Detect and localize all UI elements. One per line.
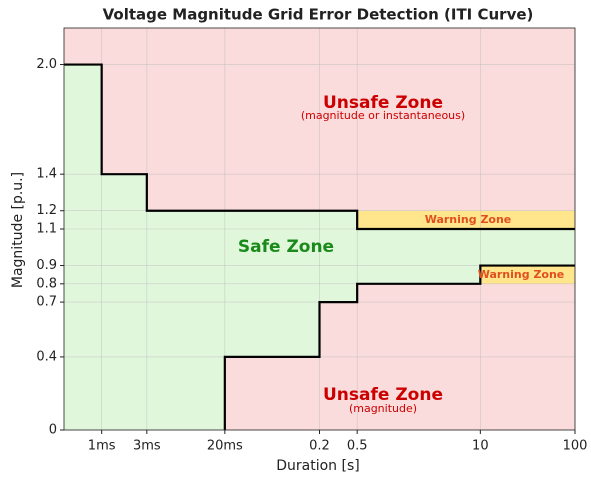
zone-label: Warning Zone	[425, 213, 512, 226]
x-tick-label: 100	[563, 439, 588, 454]
y-tick-label: 0.9	[36, 258, 57, 273]
y-tick-label: 1.4	[36, 167, 57, 182]
y-tick-label: 0.8	[36, 276, 57, 291]
y-axis-label: Magnitude [p.u.]	[10, 172, 26, 288]
y-tick-label: 1.1	[36, 222, 57, 237]
x-tick-label: 0.5	[347, 439, 368, 454]
step-line	[64, 63, 575, 231]
x-axis-label: Duration [s]	[276, 458, 359, 474]
x-tick-label: 3ms	[133, 439, 161, 454]
chart-title: Voltage Magnitude Grid Error Detection (…	[103, 6, 534, 24]
x-tick-label: 20ms	[207, 439, 243, 454]
y-tick-label: 1.2	[36, 203, 57, 218]
y-tick-label: 0.4	[36, 349, 57, 364]
warning-zone	[357, 210, 575, 229]
annotation: (magnitude)	[349, 402, 417, 415]
annotation: (magnitude or instantaneous)	[301, 109, 465, 122]
x-tick-label: 1ms	[88, 439, 116, 454]
y-tick-label: 2.0	[36, 57, 57, 72]
y-tick-label: 0.7	[36, 295, 57, 310]
annotation: Unsafe Zone	[323, 385, 443, 405]
y-tick-label: 0	[49, 423, 57, 438]
annotation: Safe Zone	[238, 237, 334, 257]
annotation: Unsafe Zone	[323, 93, 443, 113]
x-tick-label: 10	[472, 439, 489, 454]
plot-frame	[63, 27, 576, 431]
step-line	[223, 264, 575, 430]
zone-label: Warning Zone	[478, 268, 565, 281]
x-tick-label: 0.2	[309, 439, 330, 454]
warning-zone	[480, 265, 575, 284]
